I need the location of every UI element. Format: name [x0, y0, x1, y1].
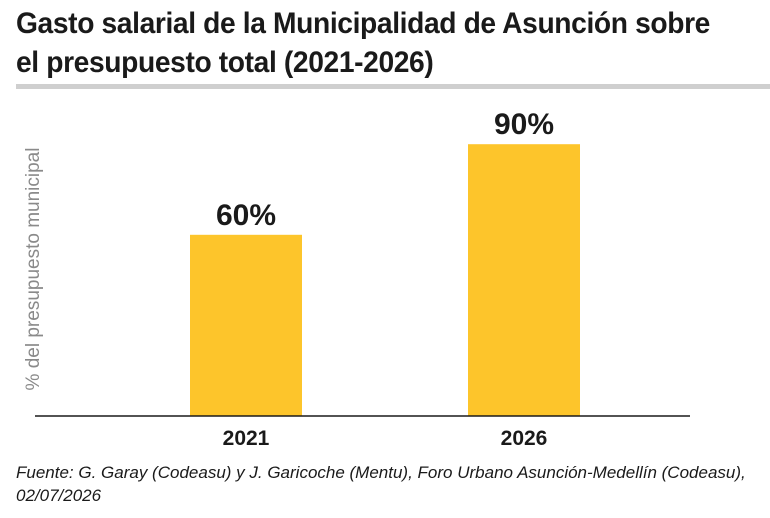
bar-2021	[190, 234, 302, 416]
y-axis-label: % del presupuesto municipal	[23, 148, 44, 391]
x-tick-label-2026: 2026	[501, 427, 548, 450]
data-label-2026: 90%	[494, 108, 554, 141]
bar-chart: % del presupuesto municipal 60% 2021 90% 20…	[23, 108, 690, 450]
bar-2026	[468, 144, 580, 416]
x-tick-label-2021: 2021	[223, 427, 270, 450]
source-note: Fuente: G. Garay (Codeasu) y J. Garicoch…	[16, 463, 746, 505]
title-divider	[16, 84, 770, 89]
data-label-2021: 60%	[216, 199, 276, 232]
chart-title: Gasto salarial de la Municipalidad de As…	[16, 7, 710, 79]
bars-layer: 60% 2021 90% 2026	[190, 108, 580, 450]
